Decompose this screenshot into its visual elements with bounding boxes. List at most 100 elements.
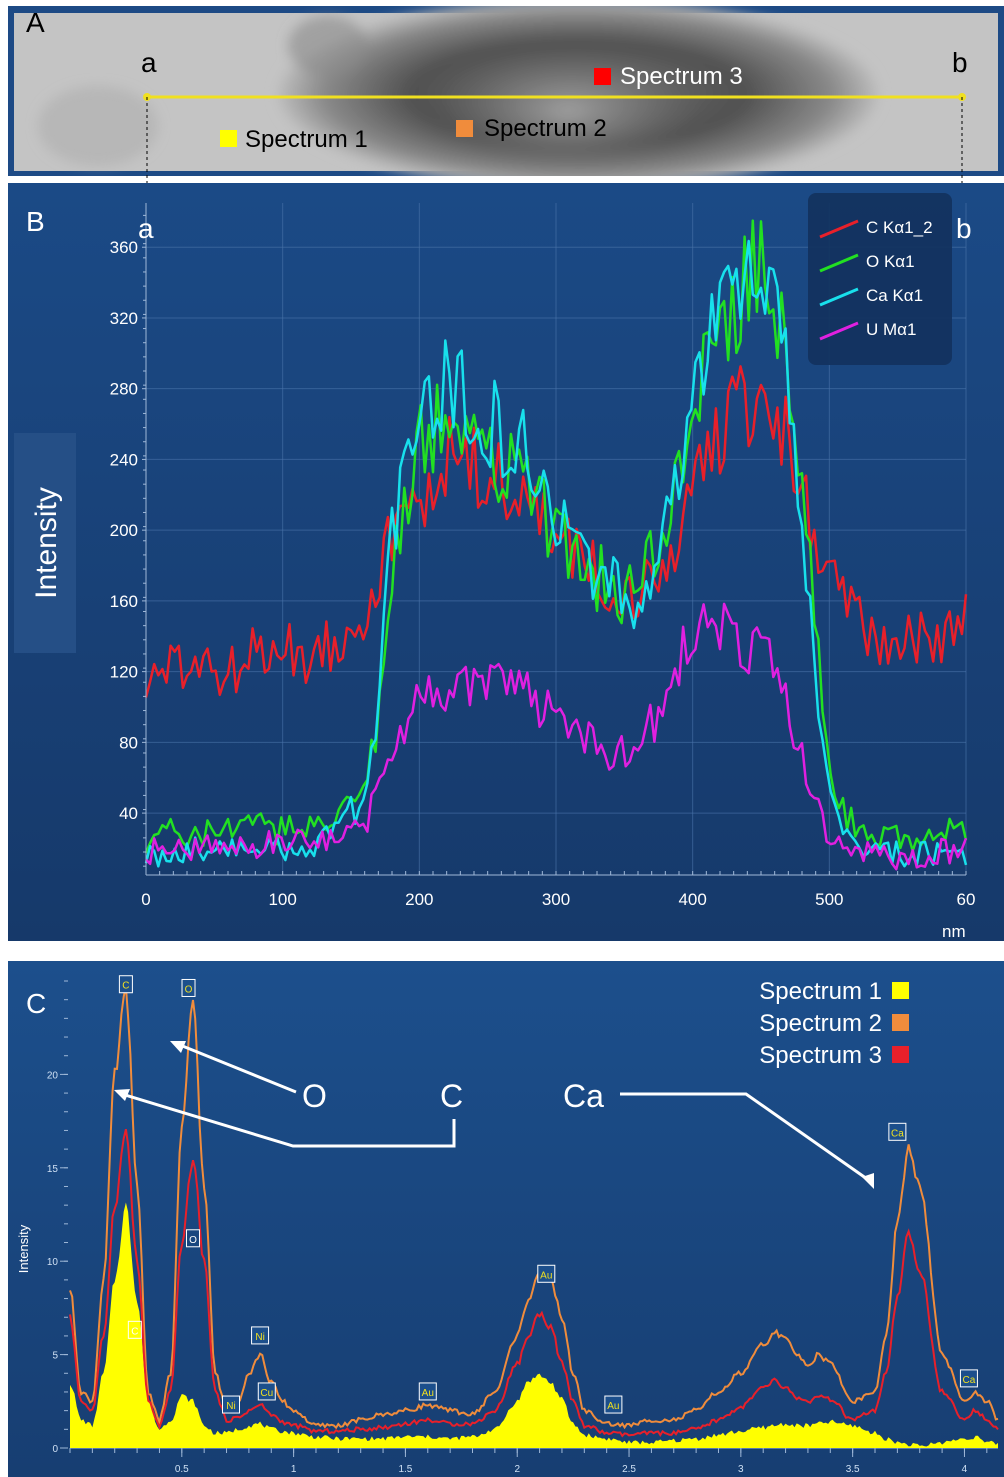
x-tick-label: 3.5 <box>846 1464 860 1475</box>
legend-swatch <box>892 1014 909 1031</box>
spectrum-1-label: Spectrum 1 <box>245 126 368 153</box>
y-tick-label: 80 <box>119 733 138 752</box>
x-tick-label: 60 <box>957 890 976 909</box>
linescan-end <box>958 93 966 101</box>
legend-entry: Ca Kα1 <box>866 286 923 305</box>
peak-tag-label: Ca <box>891 1128 904 1139</box>
panel-a-label: A <box>26 7 45 38</box>
endpoint-b-label-b: b <box>956 213 972 244</box>
endpoint-a-label-b: a <box>138 213 154 244</box>
panel-c: 0 5 10 15 20 0.5 1 1.5 2 2.5 3 3.5 4 C O O C Ni Ni Cu Au Au A… <box>8 961 1004 1477</box>
x-axis-unit: nm <box>942 922 966 941</box>
x-tick-label: 300 <box>542 890 570 909</box>
peak-tag-box <box>888 1122 907 1141</box>
legend-entry: C Kα1_2 <box>866 218 933 237</box>
x-tick-label: 0 <box>141 890 150 909</box>
y-tick-label: 120 <box>110 663 138 682</box>
axis-ticks: 40 80 120 160 200 240 280 320 360 0 100 200 300 400 50… <box>110 203 976 909</box>
axis-ticks: 0 5 10 15 20 0.5 1 1.5 2 2.5 3 3.5 4 <box>47 980 998 1475</box>
peak-tag-label: C <box>122 981 129 992</box>
peak-tag-label: Cu <box>260 1388 273 1399</box>
legend-entry: Spectrum 2 <box>759 1010 882 1037</box>
x-tick-label: 3 <box>738 1464 744 1475</box>
legend-entry: U Mα1 <box>866 320 916 339</box>
endpoint-b-label: b <box>952 47 968 78</box>
peak-tag-box <box>181 978 196 997</box>
peak-tag-box <box>118 975 133 994</box>
spectrum-chart: 0 5 10 15 20 0.5 1 1.5 2 2.5 3 3.5 4 C O O C Ni Ni Cu Au Au A… <box>8 961 1004 1477</box>
x-tick-label: 2.5 <box>622 1464 636 1475</box>
spectrum-2-marker <box>456 120 473 137</box>
peak-tag-label: O <box>185 984 193 995</box>
legend-swatch <box>892 982 909 999</box>
peak-tag-box <box>251 1326 270 1345</box>
peak-tag-label: Au <box>607 1401 619 1412</box>
x-tick-label: 200 <box>405 890 433 909</box>
arrowhead-o <box>170 1041 186 1053</box>
micrograph-svg: A a b Spectrum 3 Spectrum 2 Spectrum 1 <box>14 6 998 176</box>
arrow-c <box>121 1092 456 1148</box>
arrow-ca <box>620 1092 871 1183</box>
y-tick-label: 360 <box>110 238 138 257</box>
callout-ca: Ca <box>563 1078 604 1114</box>
peak-tag-label: Ca <box>963 1375 976 1386</box>
peak-tag-box <box>959 1369 978 1388</box>
legend-swatch <box>892 1046 909 1063</box>
peak-tag-box <box>604 1395 623 1414</box>
legend-entry: Spectrum 1 <box>759 978 882 1005</box>
y-tick-label: 160 <box>110 592 138 611</box>
legend: C Kα1_2 O Kα1 Ca Kα1 U Mα1 <box>808 193 952 365</box>
panel-a: A a b Spectrum 3 Spectrum 2 Spectrum 1 <box>8 6 1004 176</box>
x-tick-label: 100 <box>268 890 296 909</box>
y-tick-label: 10 <box>47 1257 59 1268</box>
legend-swatch <box>819 219 859 239</box>
peak-tag-label: Ni <box>226 1401 235 1412</box>
callouts: O C Ca <box>114 1041 874 1189</box>
y-tick-label: 20 <box>47 1070 59 1081</box>
y-tick-label: 240 <box>110 450 138 469</box>
peak-tag-label: Au <box>540 1270 552 1281</box>
arrowhead-c <box>114 1089 130 1101</box>
particle <box>38 6 878 176</box>
panel-b: 40 80 120 160 200 240 280 320 360 0 100 200 300 400 50… <box>8 183 1004 941</box>
y-axis-label-c: Intensity <box>16 1224 31 1273</box>
ylabel-box <box>14 433 76 653</box>
spectrum-3-label: Spectrum 3 <box>620 63 743 90</box>
peak-tag-box <box>537 1264 556 1283</box>
series-line-2 <box>144 219 968 854</box>
series-lines <box>144 219 968 871</box>
linescan-chart: 40 80 120 160 200 240 280 320 360 0 100 200 300 400 50… <box>8 183 1004 941</box>
arrow-o <box>179 1043 297 1094</box>
peak-tag-box <box>127 1320 142 1339</box>
y-tick-label: 15 <box>47 1164 59 1175</box>
x-tick-label: 0.5 <box>175 1464 189 1475</box>
legend-entry: Spectrum 3 <box>759 1042 882 1069</box>
peak-tag-label: O <box>189 1235 197 1246</box>
peak-tag-label: Ni <box>255 1332 264 1343</box>
callout-o: O <box>302 1078 327 1114</box>
x-tick-label: 400 <box>678 890 706 909</box>
legend-swatch <box>819 321 859 341</box>
y-axis-label: Intensity <box>30 487 63 599</box>
endpoint-a-label: a <box>141 47 157 78</box>
peak-tag-box <box>418 1382 437 1401</box>
peak-tag-box <box>222 1395 241 1414</box>
y-tick-label: 5 <box>52 1351 58 1362</box>
peak-tags: C O O C Ni Ni Cu Au Au Au Ca Ca <box>118 975 978 1414</box>
legend-swatch <box>819 253 859 273</box>
x-tick-label: 1 <box>291 1464 297 1475</box>
peak-tag-label: C <box>131 1326 138 1337</box>
legend-entry: O Kα1 <box>866 252 915 271</box>
y-tick-label: 40 <box>119 804 138 823</box>
panel-b-label: B <box>26 206 45 237</box>
x-tick-label: 2 <box>514 1464 520 1475</box>
x-tick-label: 4 <box>962 1464 968 1475</box>
legend: Spectrum 1 Spectrum 2 Spectrum 3 <box>759 978 909 1069</box>
panel-c-label: C <box>26 988 46 1019</box>
y-tick-label: 280 <box>110 380 138 399</box>
linescan-start <box>143 93 151 101</box>
spectrum-2-label: Spectrum 2 <box>484 115 607 142</box>
x-tick-label: 1.5 <box>398 1464 412 1475</box>
peak-tag-box <box>257 1382 276 1401</box>
spectrum-1-marker <box>220 130 237 147</box>
